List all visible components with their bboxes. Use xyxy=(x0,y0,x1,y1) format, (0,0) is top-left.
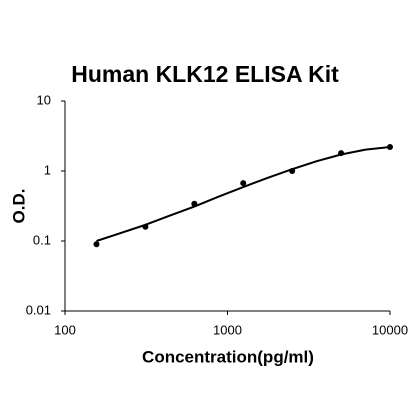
x-axis-label: Concentration(pg/ml) xyxy=(142,347,314,366)
fit-curve xyxy=(96,146,391,242)
x-tick-label: 1000 xyxy=(213,322,242,337)
data-point xyxy=(240,180,247,187)
x-tick-label: 10000 xyxy=(372,322,408,337)
data-point xyxy=(387,144,393,151)
data-point xyxy=(338,150,345,157)
y-tick-label: 1 xyxy=(44,162,51,177)
x-tick-label: 100 xyxy=(54,322,76,337)
data-point xyxy=(191,200,198,207)
data-point xyxy=(142,223,149,230)
y-axis-label: O.D. xyxy=(9,189,28,224)
data-point xyxy=(93,241,100,248)
y-tick-label: 0.01 xyxy=(26,302,51,317)
data-point xyxy=(289,168,296,174)
y-tick-label: 0.1 xyxy=(33,232,51,247)
chart-title: Human KLK12 ELISA Kit xyxy=(71,61,339,87)
y-tick-label: 10 xyxy=(37,92,51,107)
